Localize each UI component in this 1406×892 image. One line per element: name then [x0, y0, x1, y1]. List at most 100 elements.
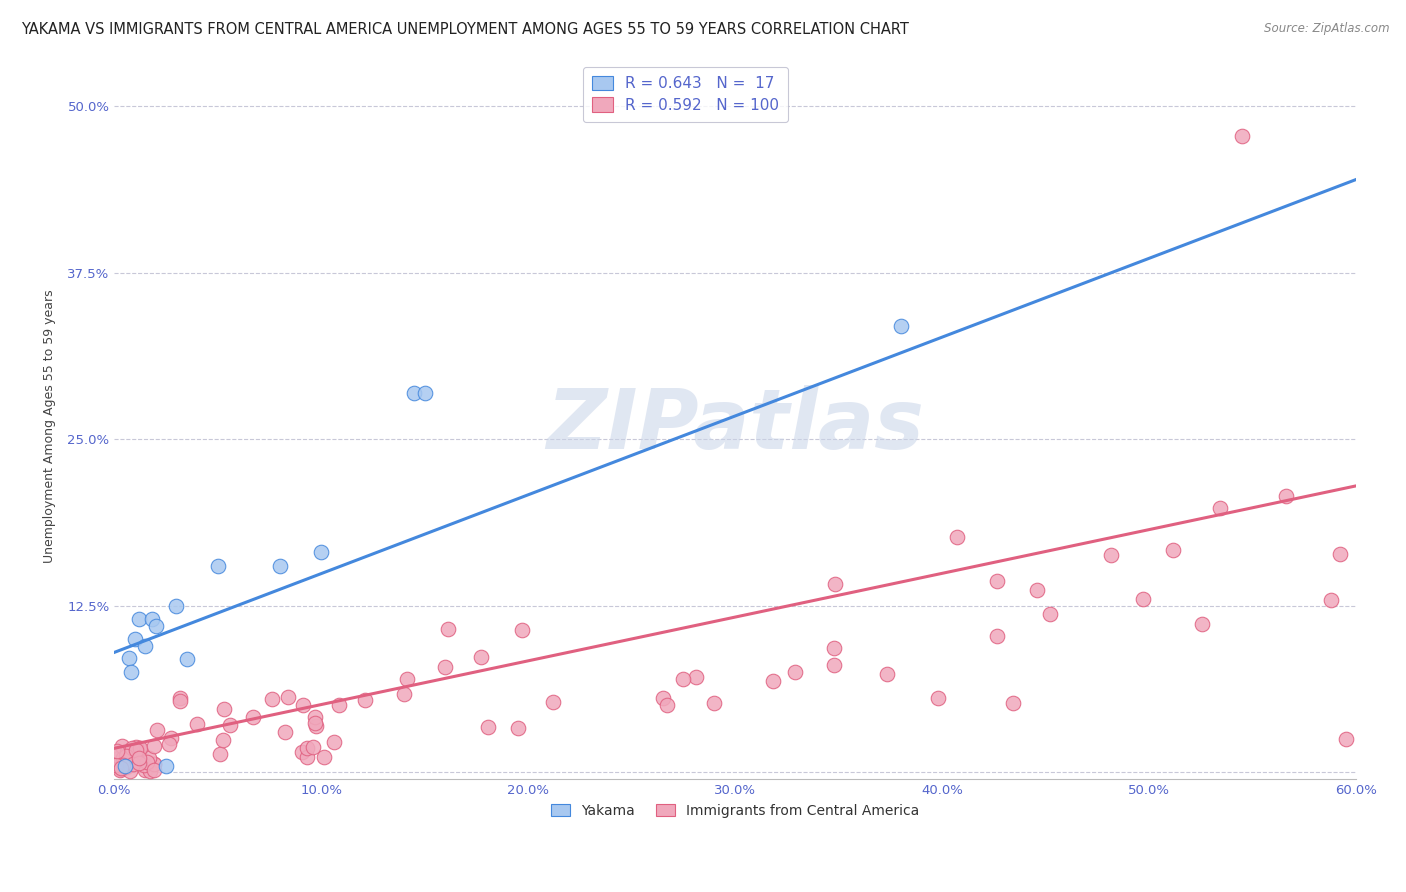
Point [128, 756, 150, 770]
Point [132, 758, 155, 772]
Point [657, 698, 679, 713]
Point [118, 744, 141, 758]
Point [824, 577, 846, 591]
Point [508, 722, 530, 736]
Point [169, 691, 191, 706]
Point [120, 665, 142, 680]
Point [1191, 617, 1213, 632]
Point [212, 732, 235, 747]
Point [128, 740, 150, 755]
Point [143, 739, 166, 753]
Point [209, 747, 232, 761]
Point [105, 744, 128, 758]
Point [436, 622, 458, 636]
Point [876, 667, 898, 681]
Point [134, 639, 156, 653]
Point [111, 739, 134, 754]
Point [142, 764, 165, 778]
Point [510, 623, 533, 637]
Point [115, 749, 138, 764]
Point [118, 764, 141, 778]
Point [128, 747, 150, 761]
Point [761, 673, 783, 688]
Point [105, 757, 128, 772]
Point [125, 740, 148, 755]
Point [115, 745, 138, 759]
Point [392, 687, 415, 701]
Point [328, 698, 350, 712]
Point [1039, 607, 1062, 621]
Point [115, 760, 138, 774]
Point [986, 574, 1008, 589]
Point [277, 690, 299, 704]
Point [155, 758, 177, 772]
Point [124, 632, 146, 646]
Point [413, 385, 436, 400]
Point [823, 640, 845, 655]
Point [685, 670, 707, 684]
Point [108, 763, 131, 777]
Point [160, 731, 183, 745]
Point [302, 739, 325, 754]
Point [105, 752, 128, 766]
Point [176, 652, 198, 666]
Point [207, 558, 229, 573]
Point [118, 650, 141, 665]
Point [304, 719, 326, 733]
Point [652, 690, 675, 705]
Point [124, 743, 146, 757]
Point [142, 757, 165, 772]
Point [134, 763, 156, 777]
Point [110, 754, 132, 768]
Point [927, 691, 949, 706]
Point [114, 758, 136, 772]
Point [274, 724, 297, 739]
Point [104, 747, 127, 762]
Point [323, 735, 346, 749]
Point [242, 710, 264, 724]
Point [434, 660, 457, 674]
Point [314, 750, 336, 764]
Point [304, 709, 326, 723]
Point [169, 694, 191, 708]
Text: ZIPatlas: ZIPatlas [547, 385, 924, 467]
Point [111, 758, 134, 772]
Point [1230, 128, 1253, 143]
Point [141, 612, 163, 626]
Point [146, 723, 169, 738]
Point [135, 755, 157, 769]
Point [986, 629, 1008, 643]
Point [143, 756, 166, 771]
Point [404, 385, 426, 400]
Point [219, 718, 242, 732]
Point [477, 720, 499, 734]
Point [269, 558, 291, 573]
Point [295, 749, 318, 764]
Point [138, 751, 160, 765]
Point [186, 717, 208, 731]
Point [1319, 593, 1341, 607]
Point [128, 751, 150, 765]
Point [1274, 489, 1296, 503]
Point [110, 762, 132, 776]
Text: YAKAMA VS IMMIGRANTS FROM CENTRAL AMERICA UNEMPLOYMENT AMONG AGES 55 TO 59 YEARS: YAKAMA VS IMMIGRANTS FROM CENTRAL AMERIC… [21, 22, 908, 37]
Point [823, 657, 845, 672]
Point [145, 618, 167, 632]
Point [396, 672, 419, 686]
Point [304, 716, 326, 731]
Point [1329, 548, 1351, 562]
Point [1334, 731, 1357, 746]
Point [1025, 582, 1047, 597]
Point [157, 737, 180, 751]
Point [1099, 549, 1122, 563]
Point [1002, 696, 1025, 710]
Y-axis label: Unemployment Among Ages 55 to 59 years: Unemployment Among Ages 55 to 59 years [44, 289, 56, 563]
Point [470, 650, 492, 665]
Point [946, 530, 969, 544]
Point [785, 665, 807, 679]
Point [1132, 592, 1154, 607]
Point [354, 693, 377, 707]
Point [260, 692, 283, 706]
Point [541, 695, 564, 709]
Point [110, 762, 132, 776]
